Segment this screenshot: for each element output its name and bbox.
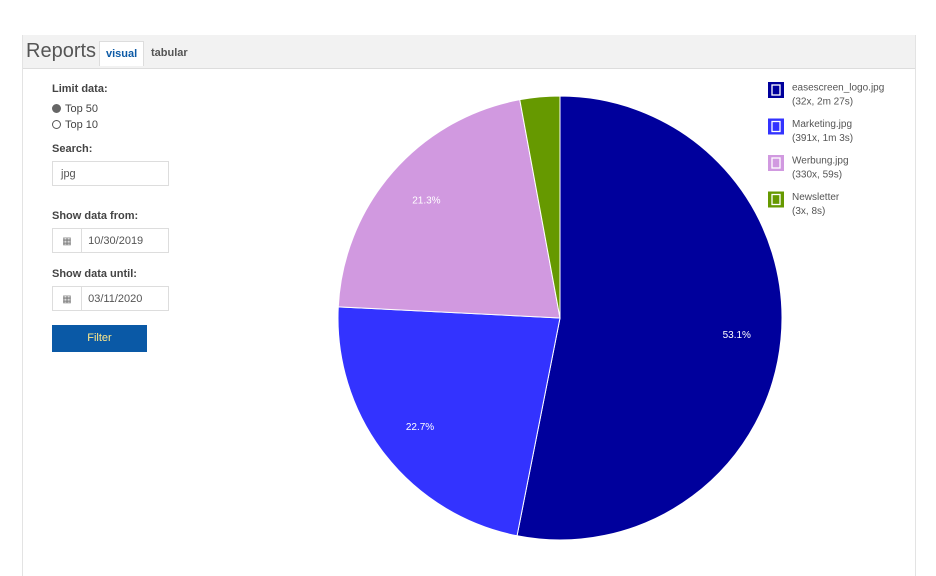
input-value: jpg [61,168,76,180]
slice-label: 53.1% [723,330,751,341]
legend-detail: (391x, 1m 3s) [792,133,853,144]
label: Limit data: [52,83,108,95]
legend-label: Marketing.jpg [792,119,852,130]
legend-detail: (32x, 2m 27s) [792,97,853,108]
label: Search: [52,143,93,155]
radio-label: Top 10 [65,119,99,131]
reports-panel: Reports visual tabular [22,35,916,576]
calendar-icon: ▦ [53,287,82,310]
date-input[interactable]: ▦ 03/11/2020 [52,286,169,311]
input-value: 10/30/2019 [88,235,144,247]
legend-detail: (3x, 8s) [792,206,825,217]
radio-label: Top 50 [65,103,99,115]
tab[interactable]: tabular [151,47,188,59]
calendar-icon: ▦ [53,229,82,252]
pie-slice [516,95,783,541]
legend-label: Werbung.jpg [792,156,849,167]
legend-icon-glyph [771,193,781,206]
tab[interactable]: visual [99,41,145,66]
slice-label: 22.7% [406,422,434,433]
label: Show data from: [52,210,139,222]
pie-slice [519,95,561,319]
label: Show data until: [52,268,137,280]
legend-icon-glyph [771,84,781,96]
header: Reports visual tabular [23,35,915,69]
date-input[interactable]: ▦ 10/30/2019 [52,228,169,253]
legend-icon-glyph [771,157,781,169]
legend-detail: (330x, 59s) [792,170,842,181]
search-input[interactable]: jpg [52,161,169,186]
slice-label: 21.3% [412,196,440,207]
legend-icon-glyph [771,120,781,133]
pie-slice [337,306,561,537]
pie-slice [337,99,561,319]
title: Reports [26,40,97,62]
filter-button[interactable]: Filter [52,325,147,352]
input-value: 03/11/2020 [88,293,143,305]
radio[interactable]: Top 50 [52,103,98,115]
legend-label: easescreen_logo.jpg [792,83,884,94]
radio[interactable]: Top 10 [52,119,98,131]
legend-label: Newsletter [792,192,840,203]
